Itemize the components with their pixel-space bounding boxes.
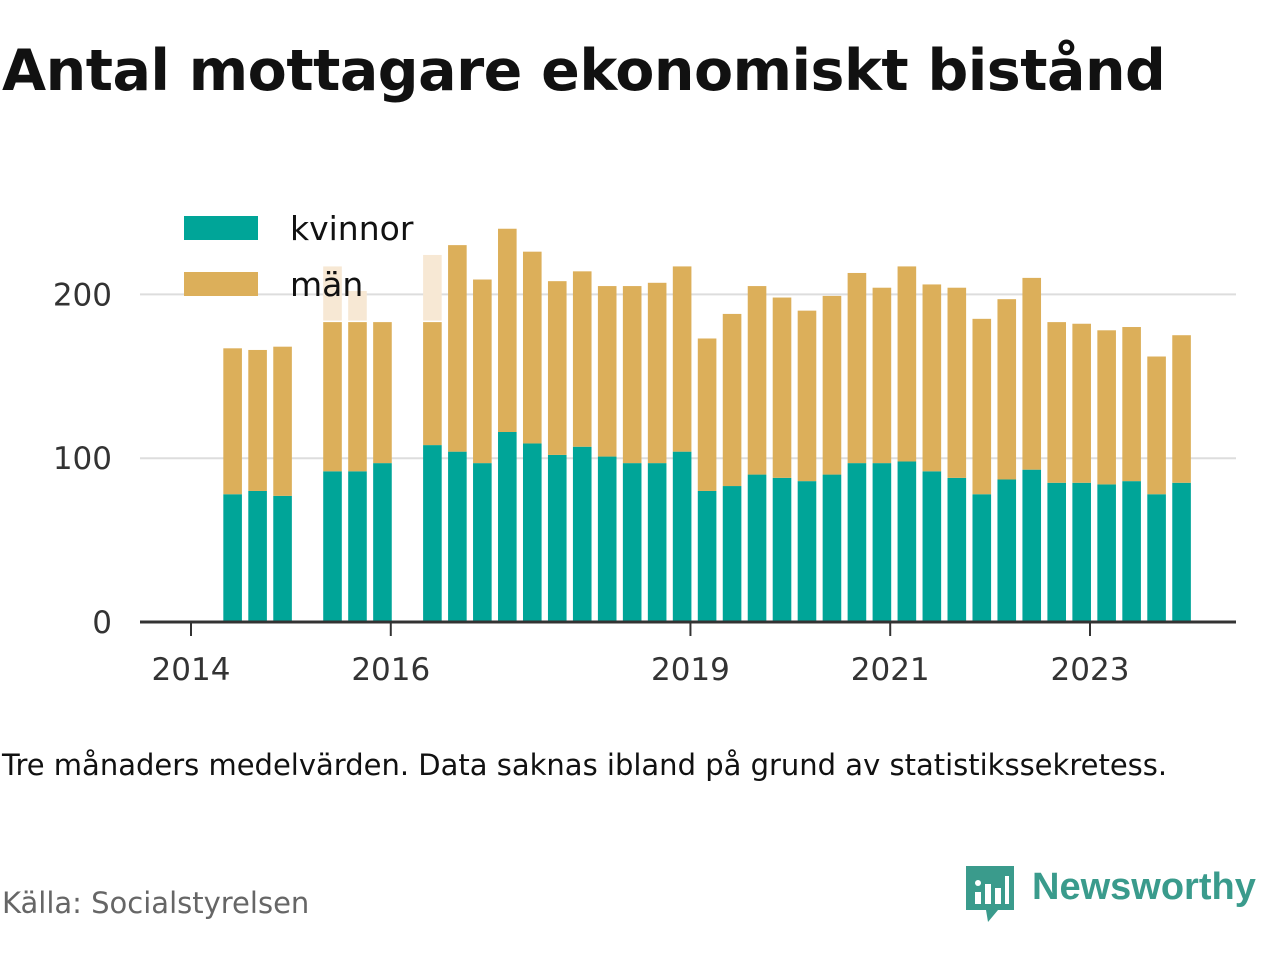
axes: 2014 2016 2019 2021 2023 [140, 620, 1236, 688]
bar-kvinnor [672, 451, 692, 622]
x-tick-label: 2016 [351, 652, 430, 688]
bar-man [797, 310, 817, 482]
bar-kvinnor [722, 486, 742, 622]
bar-kvinnor [597, 456, 617, 622]
legend: kvinnor män [184, 209, 414, 304]
bar-man [1072, 323, 1091, 483]
bar-kvinnor [797, 481, 817, 622]
bar-man [997, 299, 1017, 480]
bar-kvinnor [498, 431, 517, 622]
bar-kvinnor [1047, 482, 1067, 622]
chart-note: Tre månaders medelvärden. Data saknas ib… [2, 748, 1168, 782]
bar-man [373, 322, 392, 464]
bar-kvinnor [273, 495, 292, 622]
legend-swatch-kvinnor [184, 216, 258, 240]
bar-man [622, 286, 642, 464]
chart-title: Antal mottagare ekonomiskt bistånd [2, 38, 1166, 104]
bar-kvinnor [947, 477, 967, 622]
bar-man [722, 313, 742, 487]
bar-man [822, 295, 842, 475]
brand-logo: Newsworthy [964, 864, 1256, 924]
legend-label-man: män [290, 265, 363, 304]
bar-kvinnor [248, 490, 267, 622]
bar-kvinnor [1097, 484, 1116, 622]
bar-kvinnor [547, 454, 567, 622]
newsworthy-logo-icon [966, 866, 1014, 922]
bar-kvinnor [1147, 494, 1166, 622]
bar-kvinnor [473, 463, 492, 622]
x-tick-label: 2023 [1051, 652, 1130, 688]
bar-man [697, 338, 717, 491]
bar-kvinnor [1122, 481, 1141, 622]
bar-kvinnor [572, 446, 592, 622]
bar-man [922, 284, 942, 472]
bar-man [1047, 322, 1067, 483]
bar-man [672, 266, 692, 452]
bar-kvinnor [323, 471, 342, 622]
bar-kvinnor [373, 463, 392, 622]
legend-swatch-man [184, 272, 258, 296]
x-tick-label: 2021 [851, 652, 930, 688]
bar-kvinnor [423, 445, 442, 622]
source-text: Källa: Socialstyrelsen [2, 886, 310, 920]
bar-man [1147, 356, 1166, 495]
bar-kvinnor [1072, 482, 1091, 622]
bar-kvinnor [448, 451, 467, 622]
bar-kvinnor [997, 479, 1017, 622]
bar-man-suppressed [423, 254, 442, 321]
bar-man [647, 282, 667, 464]
y-tick-label: 0 [92, 605, 112, 641]
bar-man [1022, 277, 1042, 470]
bar-man-suppressed [348, 290, 367, 321]
y-tick-label: 100 [53, 441, 112, 477]
bar-kvinnor [522, 443, 542, 622]
bar-man [572, 271, 592, 447]
bar-man [498, 228, 517, 432]
bar-man [547, 281, 567, 455]
bar-kvinnor [922, 471, 942, 622]
bar-kvinnor [847, 463, 867, 622]
bar-kvinnor [223, 494, 242, 622]
x-tick-label: 2019 [651, 652, 730, 688]
bar-man [223, 348, 242, 495]
bar-man [772, 297, 792, 478]
bar-kvinnor [622, 463, 642, 622]
bar-man [847, 272, 867, 464]
bar-man [473, 279, 492, 464]
bar-man [348, 322, 367, 472]
bar-man [1122, 327, 1141, 482]
bar-kvinnor [348, 471, 367, 622]
bar-man [248, 349, 267, 491]
bar-kvinnor [822, 474, 842, 622]
bar-kvinnor [772, 477, 792, 622]
bars [223, 228, 1191, 622]
bar-kvinnor [647, 463, 667, 622]
bar-man [448, 245, 467, 452]
bar-man [522, 251, 542, 444]
bar-man-suppressed [323, 266, 342, 321]
legend-label-kvinnor: kvinnor [290, 209, 414, 248]
bar-man [947, 287, 967, 478]
bar-man [597, 286, 617, 457]
bar-man [872, 287, 892, 464]
bar-kvinnor [872, 463, 892, 622]
bar-kvinnor [972, 494, 992, 622]
bar-man [1097, 330, 1116, 485]
bar-man [423, 322, 442, 446]
bar-kvinnor [1172, 482, 1191, 622]
bar-kvinnor [897, 461, 917, 622]
bar-man [323, 322, 342, 472]
bar-man [972, 318, 992, 495]
brand-name: Newsworthy [1032, 866, 1256, 908]
bar-kvinnor [697, 490, 717, 622]
y-tick-label: 200 [53, 277, 112, 313]
bar-kvinnor [747, 474, 767, 622]
bar-man [897, 266, 917, 462]
bar-man [273, 346, 292, 496]
bar-chart: 0 100 200 2014 2016 2019 2021 2023 kvinnor män [53, 209, 1236, 688]
bar-kvinnor [1022, 469, 1042, 622]
x-tick-label: 2014 [152, 652, 231, 688]
bar-man [747, 286, 767, 475]
bar-man [1172, 335, 1191, 483]
